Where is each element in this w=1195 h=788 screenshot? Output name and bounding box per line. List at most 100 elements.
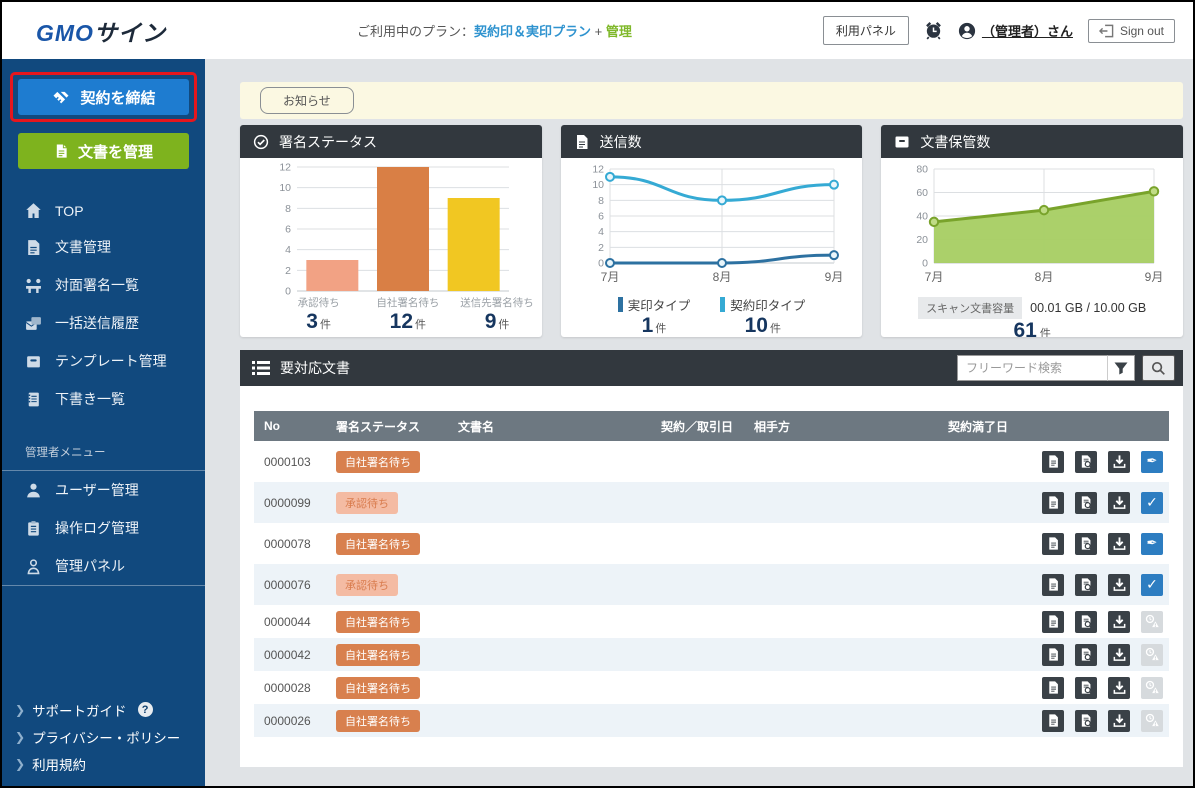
document-view-button[interactable] — [1042, 573, 1064, 596]
check-icon: ✓ — [1146, 576, 1158, 593]
download-button[interactable] — [1108, 532, 1130, 555]
svg-text:6: 6 — [285, 224, 291, 236]
sidebar-item-drafts[interactable]: 下書き一覧 — [2, 380, 205, 418]
privacy-policy-link[interactable]: ❯ プライバシー・ポリシー — [15, 729, 181, 746]
document-preview-button[interactable] — [1075, 676, 1097, 699]
svg-text:2: 2 — [598, 242, 604, 254]
download-button[interactable] — [1108, 450, 1130, 473]
stored-documents-card: 文書保管数 0 20 40 60 80 7月 8月 9月 スキャン文書容量 00.01 GB … — [881, 125, 1184, 337]
document-view-button[interactable] — [1042, 491, 1064, 514]
table-row[interactable]: 0000099 承認待ち ✓ — [254, 482, 1169, 523]
usage-panel-button[interactable]: 利用パネル — [822, 16, 909, 45]
approve-button[interactable]: ✓ — [1141, 491, 1163, 514]
sidebar-item-bulk-send[interactable]: 一括送信履歴 — [2, 304, 205, 342]
document-preview-button[interactable] — [1075, 532, 1097, 555]
table-row[interactable]: 0000078 自社署名待ち ✒ — [254, 523, 1169, 564]
manage-documents-button[interactable]: 文書を管理 — [18, 133, 189, 169]
download-button[interactable] — [1108, 676, 1130, 699]
sign-button[interactable]: ✒ — [1141, 532, 1163, 555]
table-row[interactable]: 0000026 自社署名待ち — [254, 704, 1169, 737]
filter-button[interactable] — [1107, 355, 1135, 381]
document-view-button[interactable] — [1042, 450, 1064, 473]
divider — [2, 470, 205, 471]
table-row[interactable]: 0000028 自社署名待ち — [254, 671, 1169, 704]
expired-indicator — [1141, 676, 1163, 699]
conclude-contract-button[interactable]: 契約を締結 — [18, 79, 189, 115]
download-button[interactable] — [1108, 643, 1130, 666]
document-preview-button[interactable] — [1075, 643, 1097, 666]
clock-warning-icon — [1145, 614, 1160, 629]
svg-text:2: 2 — [285, 265, 291, 277]
sidebar-item-documents[interactable]: 文書管理 — [2, 228, 205, 266]
status-cell: 自社署名待ち — [336, 709, 458, 732]
sign-button[interactable]: ✒ — [1141, 450, 1163, 473]
document-view-button[interactable] — [1042, 610, 1064, 633]
scan-storage-row: スキャン文書容量 00.01 GB / 10.00 GB — [918, 297, 1146, 319]
document-preview-button[interactable] — [1075, 491, 1097, 514]
document-icon — [28, 239, 40, 255]
svg-text:7月: 7月 — [600, 270, 619, 284]
pen-icon: ✒ — [1146, 454, 1158, 469]
svg-text:9月: 9月 — [1145, 270, 1164, 284]
keyword-search-input[interactable] — [957, 355, 1107, 381]
table-row[interactable]: 0000042 自社署名待ち — [254, 638, 1169, 671]
download-button[interactable] — [1108, 491, 1130, 514]
logo-text-gmo: GMO — [36, 19, 94, 46]
svg-text:0: 0 — [598, 258, 604, 270]
document-preview-button[interactable] — [1075, 709, 1097, 732]
bulk-send-icon — [25, 316, 41, 330]
support-guide-link[interactable]: ❯ サポートガイド ? — [15, 696, 205, 723]
gmo-sign-logo[interactable]: GMOサイン — [36, 14, 166, 48]
document-view-button[interactable] — [1042, 676, 1064, 699]
document-preview-button[interactable] — [1075, 573, 1097, 596]
document-preview-button[interactable] — [1075, 610, 1097, 633]
table-row[interactable]: 0000044 自社署名待ち — [254, 605, 1169, 638]
document-view-button[interactable] — [1042, 532, 1064, 555]
sidebar-item-operation-log[interactable]: 操作ログ管理 — [2, 509, 205, 547]
user-menu[interactable]: （管理者）さん — [958, 21, 1073, 40]
download-button[interactable] — [1108, 610, 1130, 633]
search-button[interactable] — [1142, 355, 1175, 381]
table-row[interactable]: 0000076 承認待ち ✓ — [254, 564, 1169, 605]
alarm-icon[interactable] — [924, 21, 943, 40]
download-button[interactable] — [1108, 709, 1130, 732]
check-circle-icon — [253, 134, 269, 149]
row-actions — [1038, 643, 1169, 666]
document-icon — [56, 144, 67, 158]
sidebar-item-top[interactable]: TOP — [2, 193, 205, 228]
svg-text:40: 40 — [916, 211, 928, 223]
document-view-button[interactable] — [1042, 643, 1064, 666]
face-to-face-sign-icon — [26, 278, 41, 293]
status-stat: 自社署名待ち 12 件 — [376, 297, 440, 333]
sidebar-item-face-to-face[interactable]: 対面署名一覧 — [2, 266, 205, 304]
sidebar-item-templates[interactable]: テンプレート管理 — [2, 342, 205, 380]
sidebar-item-user-management[interactable]: ユーザー管理 — [2, 471, 205, 509]
document-icon — [1046, 454, 1061, 469]
sidebar-item-admin-panel[interactable]: 管理パネル — [2, 547, 205, 585]
download-button[interactable] — [1108, 573, 1130, 596]
status-cell: 承認待ち — [336, 573, 458, 596]
svg-text:60: 60 — [916, 187, 928, 199]
document-icon — [1046, 495, 1061, 510]
svg-text:4: 4 — [285, 244, 291, 256]
table-row[interactable]: 0000103 自社署名待ち ✒ — [254, 441, 1169, 482]
document-view-button[interactable] — [1042, 709, 1064, 732]
stored-documents-area-chart: 0 20 40 60 80 7月 8月 9月 — [916, 164, 1164, 285]
plan-admin[interactable]: 管理 — [605, 24, 632, 39]
handshake-icon — [53, 91, 69, 104]
download-icon — [1112, 536, 1127, 551]
document-preview-button[interactable] — [1075, 450, 1097, 473]
approve-button[interactable]: ✓ — [1141, 573, 1163, 596]
signature-status-card-header: 署名ステータス — [240, 125, 542, 158]
notice-button[interactable]: お知らせ — [260, 87, 354, 114]
sign-out-button[interactable]: Sign out — [1087, 18, 1175, 43]
card-title: 送信数 — [599, 133, 642, 150]
terms-of-use-link[interactable]: ❯ 利用規約 — [15, 756, 87, 773]
download-icon — [1112, 495, 1127, 510]
plan-name[interactable]: 契約印＆実印プラン — [474, 24, 592, 39]
column-header: No — [264, 419, 280, 433]
download-icon — [1112, 454, 1127, 469]
